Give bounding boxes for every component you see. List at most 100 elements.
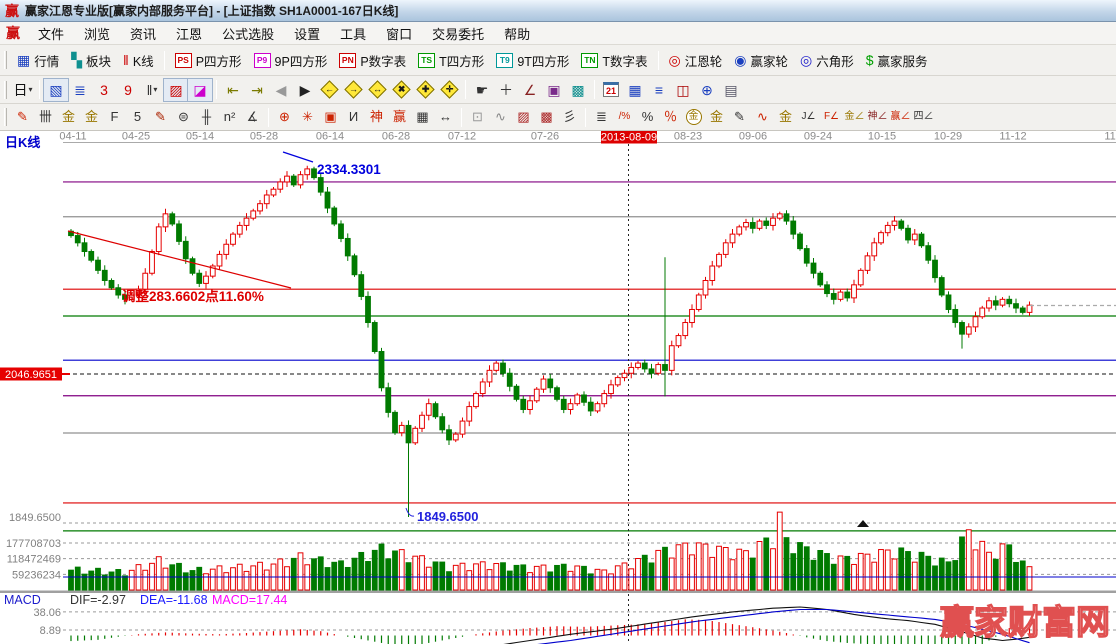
grid-teal-button[interactable]: ▩ [566,79,590,101]
hexagon-button-label: 六角形 [816,54,854,69]
candle [655,364,662,374]
brush-tool-button[interactable]: ✎ [11,107,34,128]
f-angle-button[interactable]: F∠ [820,107,843,128]
gold-levels-button[interactable]: 金 [705,107,728,128]
menu-1[interactable]: 浏览 [84,26,111,42]
circle-ruler-button[interactable]: ⊜ [172,107,195,128]
three-chart-button[interactable]: 3 [92,79,116,101]
hand-tool-button[interactable]: ☛ [470,79,494,101]
expand-horizontal-button[interactable]: ↔ [365,79,389,101]
menu-2[interactable]: 资讯 [130,26,157,42]
nine-t-square-button[interactable]: T9 9T四方形 [490,49,575,72]
shift-right-button[interactable]: → [341,79,365,101]
shift-left-button[interactable]: ← [317,79,341,101]
gold-gate-button[interactable]: 金 [57,107,80,128]
move-all-button[interactable]: ✛ [437,79,461,101]
menu-3[interactable]: 江恩 [176,26,203,42]
crosshair-button[interactable]: ＋ [494,79,518,101]
angle-tool-button[interactable]: ∠ [518,79,542,101]
red-grid2-button[interactable]: ▩ [535,107,558,128]
period-dropdown[interactable]: 日 ▾ [11,79,35,101]
starburst-button[interactable]: ✳ [296,107,319,128]
shen-tool-button[interactable]: 神 [365,107,388,128]
t-square-button[interactable]: TS T四方形 [412,49,490,72]
menu-9[interactable]: 帮助 [504,26,531,42]
menu-6[interactable]: 工具 [340,26,367,42]
square-target-button[interactable]: ▣ [319,107,342,128]
pattern-red-button[interactable]: ▨ [163,77,189,102]
span-arrow-button[interactable]: ↔ [434,107,457,128]
ruler-grid-button[interactable]: 卌 [34,107,57,128]
info-panel-button[interactable]: ≣ [68,79,92,101]
angle-measure-button[interactable]: ∡ [241,107,264,128]
chart-canvas[interactable]: 04-11 04-25 05-14 05-28 06-14 06-28 07-12 07-26… [0,131,1116,644]
title-bar[interactable]: 赢 赢家江恩专业版[赢家内部服务平台] - [上证指数 SH1A0001-167… [0,0,1116,22]
web-button[interactable]: ⊕ [695,79,719,101]
notebook-button[interactable]: ≡ [647,79,671,101]
prev-bar-icon: ◀ [275,81,287,98]
red-grid-button[interactable]: ▨ [512,107,535,128]
fan-lines-button[interactable]: 彡 [558,107,581,128]
candle [304,168,311,176]
wave-button[interactable]: ∿ [751,107,774,128]
five-ruler-button[interactable]: 5 [126,107,149,128]
menu-8[interactable]: 交易委托 [432,26,485,42]
print-button[interactable]: ▤ [719,79,743,101]
quotes-button[interactable]: ▦ 行情 [11,49,65,72]
j-angle-button[interactable]: J∠ [797,107,820,128]
winner-wheel-button[interactable]: ◉ 赢家轮 [728,49,794,72]
toolbar-grip[interactable] [4,51,7,69]
pencil-bar-button[interactable]: ✎ [728,107,751,128]
kline-button[interactable]: ‖ K线 [117,49,160,72]
ying-angle-button[interactable]: 赢∠ [889,107,912,128]
sectors-button[interactable]: ▚ 板块 [65,49,117,72]
last-bar-button[interactable]: ⇥ [245,79,269,101]
menu-5[interactable]: 设置 [294,26,321,42]
n-squared-button[interactable]: n² [218,107,241,128]
n-marks-button[interactable]: И [342,107,365,128]
percent-box-button[interactable]: ％ [659,107,682,128]
si-angle-button[interactable]: 四∠ [912,107,935,128]
shape-tool-button[interactable]: ▣ [542,79,566,101]
menu-7[interactable]: 窗口 [386,26,413,42]
nine-p-square-button[interactable]: P9 9P四方形 [248,49,334,72]
gold-line-button[interactable]: 金 [774,107,797,128]
gann-wheel-button[interactable]: ◎ 江恩轮 [663,49,729,72]
gold-circle-button[interactable]: 金 [682,107,705,128]
f-ruler-button[interactable]: F [103,107,126,128]
marker-pen-button[interactable]: ✎ [149,107,172,128]
p-square-button[interactable]: PS P四方形 [169,49,248,72]
first-bar-button[interactable]: ⇤ [221,79,245,101]
gold-gate2-button[interactable]: 金 [80,107,103,128]
winner-service-button[interactable]: $ 赢家服务 [860,49,934,72]
calculator-button[interactable]: ▦ [623,79,647,101]
tick-ruler-button[interactable]: ╫ [195,107,218,128]
menu-0[interactable]: 文件 [38,26,65,42]
quote-ladder-button[interactable]: ≣ [590,107,613,128]
calendar-button[interactable]: 21 [599,79,623,101]
next-bar-button[interactable]: ▶ [293,79,317,101]
compress-button[interactable]: ✖ [389,79,413,101]
hexagon-button[interactable]: ◎ 六角形 [794,49,860,72]
zigzag-button[interactable]: ∿ [489,107,512,128]
gold-angle-button[interactable]: 金∠ [843,107,866,128]
toolbar-grip[interactable] [4,80,7,99]
chart-pattern-button[interactable]: ▧ [43,77,69,102]
number-grid-button[interactable]: ▦ [411,107,434,128]
compass-target-button[interactable]: ⊕ [273,107,296,128]
candle-style-dropdown[interactable]: ‖ ▾ [140,79,164,101]
percent-button[interactable]: % [636,107,659,128]
volume-profile-button[interactable]: ◪ [187,77,213,102]
toolbar-grip[interactable] [4,108,7,126]
prev-bar-button[interactable]: ◀ [269,79,293,101]
corner-grid-button[interactable]: ⊡ [466,107,489,128]
ying-tool-button[interactable]: 赢 [388,107,411,128]
menu-4[interactable]: 公式选股 [222,26,275,42]
cross-button[interactable]: ✚ [413,79,437,101]
nine-chart-button[interactable]: 9 [116,79,140,101]
p-number-table-button[interactable]: PN P数字表 [333,49,412,72]
t-number-table-button[interactable]: TN T数字表 [575,49,653,72]
percent-slope-button[interactable]: /% [613,107,636,128]
shen-angle-button[interactable]: 神∠ [866,107,889,128]
save-button[interactable]: ◫ [671,79,695,101]
